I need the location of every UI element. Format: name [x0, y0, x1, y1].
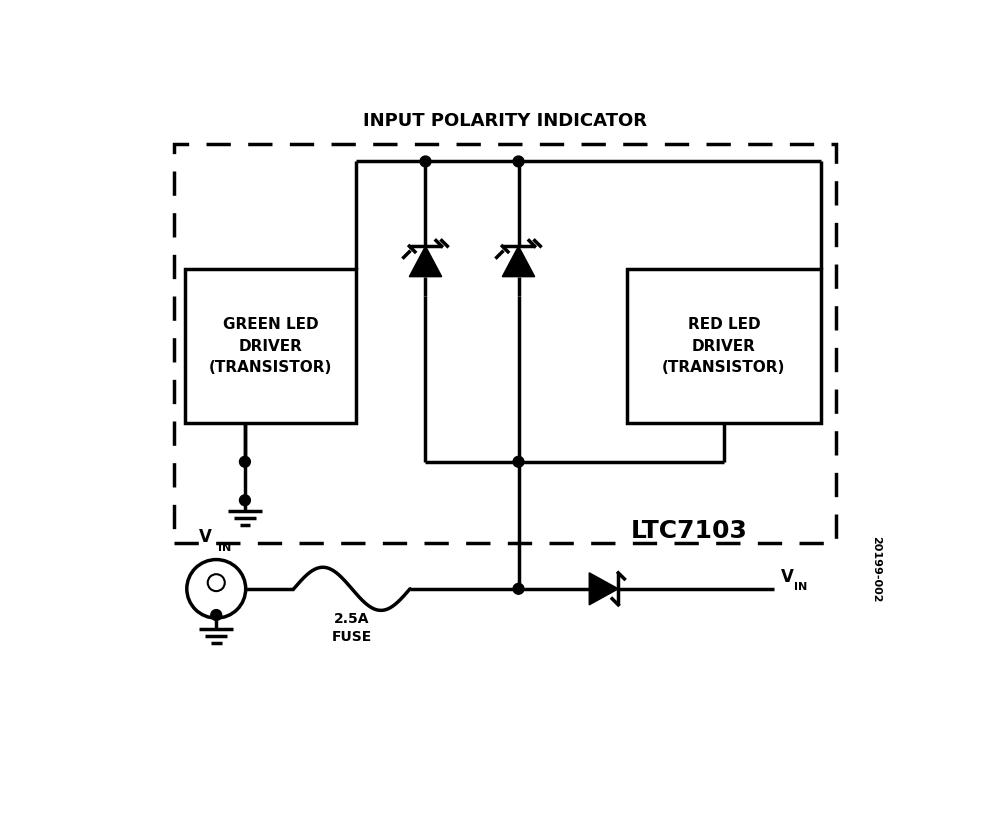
Circle shape — [186, 559, 246, 618]
Circle shape — [208, 574, 225, 591]
Polygon shape — [502, 246, 534, 276]
Circle shape — [420, 156, 431, 167]
Circle shape — [240, 495, 250, 506]
Text: LTC7103: LTC7103 — [631, 519, 747, 543]
Circle shape — [240, 456, 250, 467]
Circle shape — [513, 456, 524, 467]
Text: RED LED
DRIVER
(TRANSISTOR): RED LED DRIVER (TRANSISTOR) — [663, 317, 786, 376]
Text: V: V — [199, 528, 212, 546]
Text: V: V — [781, 568, 794, 586]
Circle shape — [513, 156, 524, 167]
Text: 2.5A
FUSE: 2.5A FUSE — [331, 612, 372, 645]
Text: GREEN LED
DRIVER
(TRANSISTOR): GREEN LED DRIVER (TRANSISTOR) — [209, 317, 332, 376]
Text: IN: IN — [218, 543, 231, 554]
Polygon shape — [409, 246, 442, 276]
Text: 20199-002: 20199-002 — [872, 537, 881, 602]
Text: INPUT POLARITY INDICATOR: INPUT POLARITY INDICATOR — [363, 112, 647, 130]
FancyBboxPatch shape — [627, 269, 820, 424]
Text: IN: IN — [795, 582, 808, 593]
Polygon shape — [590, 573, 618, 605]
FancyBboxPatch shape — [185, 269, 356, 424]
Circle shape — [513, 584, 524, 594]
Circle shape — [211, 610, 222, 620]
